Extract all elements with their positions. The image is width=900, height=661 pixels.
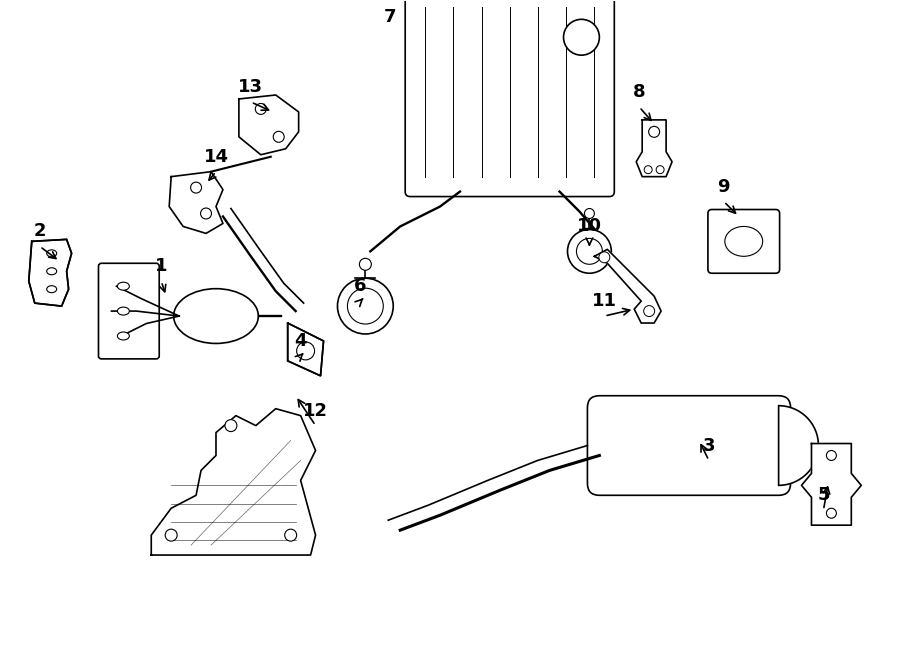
Circle shape [347,288,383,324]
Text: 7: 7 [384,9,397,26]
FancyBboxPatch shape [708,210,779,273]
Ellipse shape [47,286,57,293]
Circle shape [284,529,297,541]
Circle shape [297,342,315,360]
Circle shape [598,252,610,263]
Circle shape [656,166,664,174]
Text: 4: 4 [294,332,307,350]
Ellipse shape [117,282,130,290]
FancyBboxPatch shape [405,0,615,196]
Circle shape [826,451,836,461]
Text: 5: 5 [817,486,830,504]
Circle shape [644,166,652,174]
Text: 11: 11 [592,292,617,310]
Polygon shape [636,120,672,176]
Text: 13: 13 [238,78,264,96]
FancyBboxPatch shape [588,396,790,495]
Circle shape [274,132,284,142]
Wedge shape [778,406,818,485]
Circle shape [568,229,611,273]
Circle shape [584,208,594,219]
Text: 10: 10 [577,217,602,235]
Ellipse shape [174,289,258,344]
Circle shape [166,529,177,541]
Ellipse shape [117,332,130,340]
Polygon shape [288,323,323,376]
Circle shape [359,258,372,270]
Text: 12: 12 [303,402,328,420]
Circle shape [256,104,266,114]
Circle shape [649,126,660,137]
Ellipse shape [117,307,130,315]
Circle shape [201,208,212,219]
Text: 9: 9 [717,178,730,196]
Ellipse shape [724,227,762,256]
FancyBboxPatch shape [98,263,159,359]
Circle shape [563,19,599,55]
Ellipse shape [47,250,57,257]
Text: 6: 6 [354,277,366,295]
Circle shape [826,508,836,518]
Text: 2: 2 [33,222,46,241]
Ellipse shape [47,268,57,275]
Circle shape [191,182,202,193]
Polygon shape [238,95,299,155]
Circle shape [644,305,654,317]
Polygon shape [802,444,861,525]
Circle shape [338,278,393,334]
Text: 1: 1 [155,257,167,275]
Text: 14: 14 [203,147,229,166]
Polygon shape [169,172,223,233]
Polygon shape [594,249,662,323]
Polygon shape [29,239,72,306]
Circle shape [577,239,602,264]
Text: 3: 3 [703,436,716,455]
Polygon shape [151,408,316,555]
Text: 8: 8 [633,83,645,101]
Circle shape [225,420,237,432]
